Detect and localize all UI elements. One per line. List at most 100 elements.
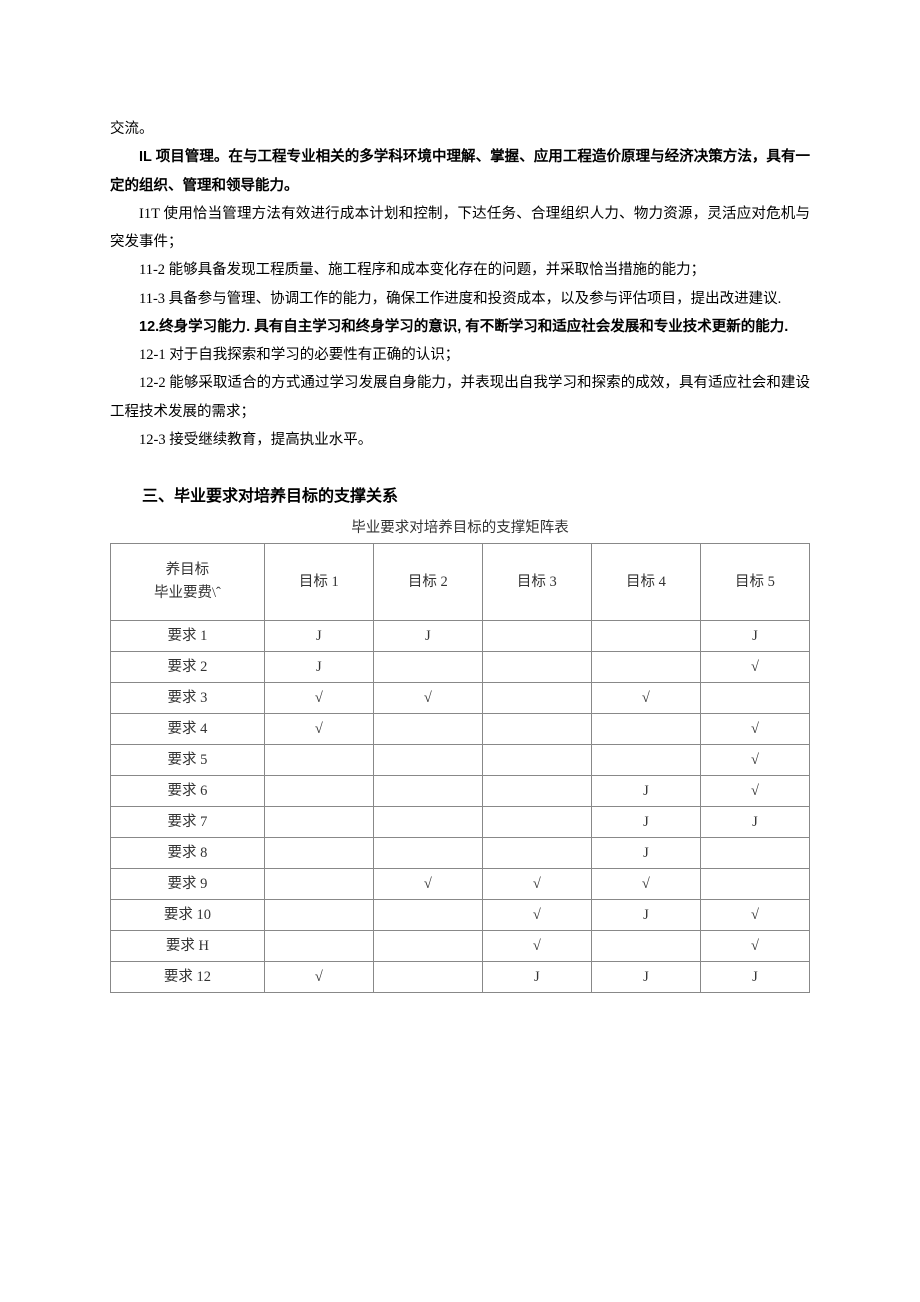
cell (482, 621, 591, 652)
table-row: 要求 1 J J J (111, 621, 810, 652)
cell: √ (373, 683, 482, 714)
row-label: 要求 12 (111, 962, 265, 993)
cell (482, 838, 591, 869)
cell: J (591, 807, 700, 838)
row-label: 要求 9 (111, 869, 265, 900)
cell (264, 869, 373, 900)
table-header-row: 养目标 毕业要费\ˆ 目标 1 目标 2 目标 3 目标 4 目标 5 (111, 544, 810, 621)
cell: √ (482, 869, 591, 900)
cell (373, 652, 482, 683)
row-label: 要求 3 (111, 683, 265, 714)
table-row: 要求 8 J (111, 838, 810, 869)
cell: J (482, 962, 591, 993)
row-label: 要求 5 (111, 745, 265, 776)
paragraph-12-2: 12-2 能够采取适合的方式通过学习发展自身能力，并表现出自我学习和探索的成效，… (110, 369, 810, 426)
table-col-header: 目标 2 (373, 544, 482, 621)
cell (482, 776, 591, 807)
cell: √ (264, 714, 373, 745)
row-label: 要求 7 (111, 807, 265, 838)
cell (373, 900, 482, 931)
cell: J (373, 621, 482, 652)
row-label: 要求 8 (111, 838, 265, 869)
cell: J (591, 962, 700, 993)
cell (373, 776, 482, 807)
paragraph-11-3: 11-3 具备参与管理、协调工作的能力，确保工作进度和投资成本，以及参与评估项目… (110, 285, 810, 313)
cell: J (700, 807, 809, 838)
header-line-1: 养目标 (166, 562, 210, 578)
cell: J (264, 621, 373, 652)
table-col-header: 目标 5 (700, 544, 809, 621)
cell (264, 776, 373, 807)
cell: √ (591, 869, 700, 900)
table-header-corner: 养目标 毕业要费\ˆ (111, 544, 265, 621)
paragraph-12-3: 12-3 接受继续教育，提高执业水平。 (110, 426, 810, 454)
cell: √ (700, 900, 809, 931)
cell (264, 900, 373, 931)
cell (373, 807, 482, 838)
table-row: 要求 10 √ J √ (111, 900, 810, 931)
cell (264, 745, 373, 776)
cell (591, 621, 700, 652)
table-row: 要求 3 √ √ √ (111, 683, 810, 714)
cell (591, 745, 700, 776)
cell: J (700, 962, 809, 993)
cell (373, 714, 482, 745)
cell (700, 838, 809, 869)
table-caption: 毕业要求对培养目标的支撑矩阵表 (110, 516, 810, 537)
cell (373, 838, 482, 869)
cell: √ (591, 683, 700, 714)
cell: √ (264, 683, 373, 714)
header-line-2: 毕业要费\ˆ (154, 585, 221, 601)
cell (373, 745, 482, 776)
paragraph-continuation: 交流。 (110, 115, 810, 143)
cell: √ (373, 869, 482, 900)
cell: √ (700, 652, 809, 683)
row-label: 要求 2 (111, 652, 265, 683)
cell (373, 931, 482, 962)
cell (591, 652, 700, 683)
cell: √ (264, 962, 373, 993)
table-row: 要求 4 √ √ (111, 714, 810, 745)
paragraph-12-1: 12-1 对于自我探索和学习的必要性有正确的认识； (110, 341, 810, 369)
cell: √ (482, 931, 591, 962)
table-row: 要求 2 J √ (111, 652, 810, 683)
support-matrix-table: 养目标 毕业要费\ˆ 目标 1 目标 2 目标 3 目标 4 目标 5 要求 1… (110, 543, 810, 993)
table-col-header: 目标 4 (591, 544, 700, 621)
row-label: 要求 6 (111, 776, 265, 807)
cell (482, 745, 591, 776)
table-row: 要求 7 J J (111, 807, 810, 838)
cell: √ (700, 714, 809, 745)
section-heading-3: 三、毕业要求对培养目标的支撑关系 (110, 482, 810, 506)
table-row: 要求 9 √ √ √ (111, 869, 810, 900)
cell: J (700, 621, 809, 652)
document-page: 交流。 IL 项目管理。在与工程专业相关的多学科环境中理解、掌握、应用工程造价原… (0, 0, 920, 1053)
cell: J (591, 900, 700, 931)
table-row: 要求 12 √ J J J (111, 962, 810, 993)
cell (264, 838, 373, 869)
cell (591, 714, 700, 745)
cell: √ (700, 776, 809, 807)
cell: √ (482, 900, 591, 931)
cell (482, 807, 591, 838)
paragraph-11-1: I1T 使用恰当管理方法有效进行成本计划和控制，下达任务、合理组织人力、物力资源… (110, 200, 810, 257)
cell (482, 683, 591, 714)
cell: √ (700, 745, 809, 776)
paragraph-11-2: 11-2 能够具备发现工程质量、施工程序和成本变化存在的问题，并采取恰当措施的能… (110, 256, 810, 284)
table-row: 要求 H √ √ (111, 931, 810, 962)
cell (700, 869, 809, 900)
row-label: 要求 1 (111, 621, 265, 652)
cell: J (591, 838, 700, 869)
cell (373, 962, 482, 993)
table-body: 要求 1 J J J 要求 2 J √ 要求 3 √ √ √ (111, 621, 810, 993)
cell (700, 683, 809, 714)
table-row: 要求 6 J √ (111, 776, 810, 807)
paragraph-item-11-heading: IL 项目管理。在与工程专业相关的多学科环境中理解、掌握、应用工程造价原理与经济… (110, 143, 810, 200)
cell (264, 931, 373, 962)
cell (482, 652, 591, 683)
cell (264, 807, 373, 838)
table-row: 要求 5 √ (111, 745, 810, 776)
cell: √ (700, 931, 809, 962)
cell: J (591, 776, 700, 807)
cell (482, 714, 591, 745)
paragraph-item-12-heading: 12.终身学习能力. 具有自主学习和终身学习的意识, 有不断学习和适应社会发展和… (110, 313, 810, 341)
